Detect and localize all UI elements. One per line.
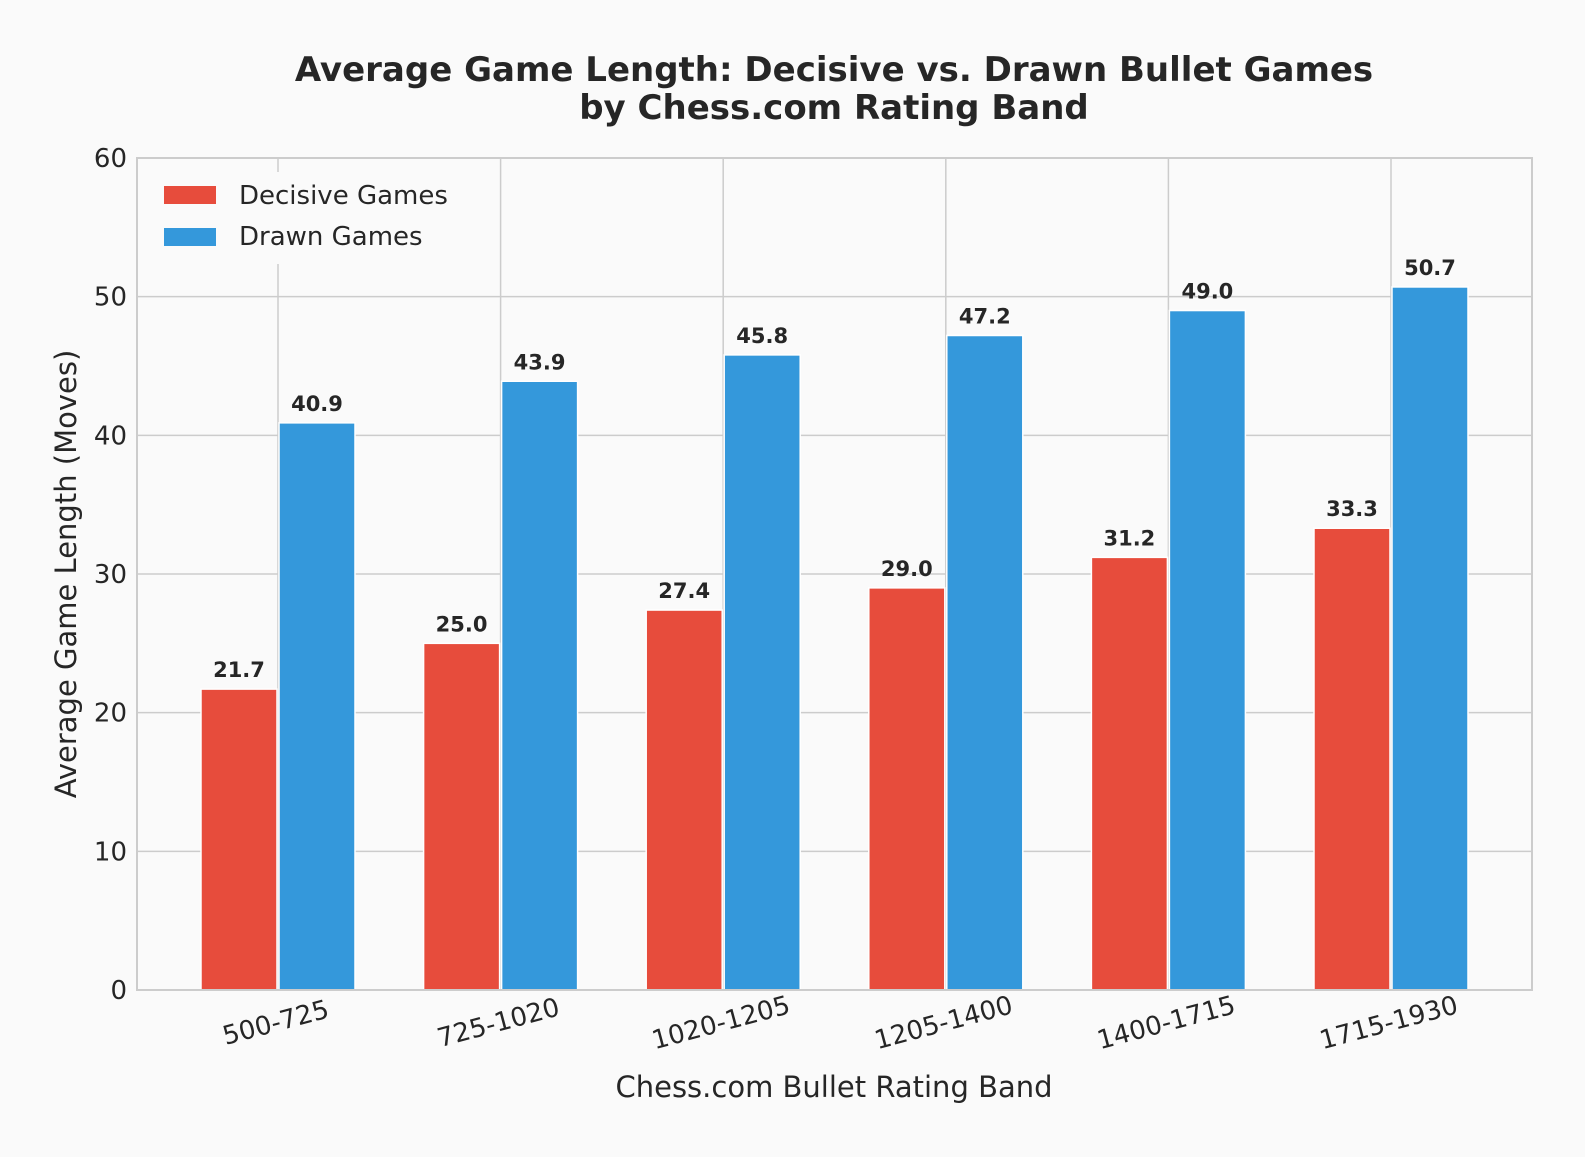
x-axis-label: Chess.com Bullet Rating Band <box>615 1070 1052 1104</box>
y-tick-label: 40 <box>94 421 127 451</box>
data-label-drawn-500-725: 40.9 <box>291 392 343 416</box>
bar-drawn-1400-1715 <box>1168 309 1247 991</box>
y-axis-ticks: 0 10 20 30 40 50 60 <box>94 144 127 1006</box>
bar-drawn-1715-1930 <box>1391 286 1469 991</box>
bar-drawn-725-1020 <box>500 380 579 991</box>
data-label-decisive-1020-1205: 27.4 <box>658 579 710 603</box>
y-tick-label: 0 <box>110 976 127 1006</box>
y-tick-label: 60 <box>94 144 127 174</box>
legend: Decisive Games Drawn Games <box>150 172 466 264</box>
plot-frame <box>136 157 1533 991</box>
data-label-decisive-1400-1715: 31.2 <box>1103 526 1155 550</box>
y-tick-label: 30 <box>94 560 127 590</box>
legend-label-drawn: Drawn Games <box>239 222 423 252</box>
data-label-drawn-725-1020: 43.9 <box>514 350 566 374</box>
legend-label-decisive: Decisive Games <box>239 181 448 211</box>
bar-drawn-1205-1400 <box>946 334 1024 991</box>
data-label-drawn-1715-1930: 50.7 <box>1404 256 1456 280</box>
data-label-drawn-1400-1715: 49.0 <box>1181 280 1233 304</box>
data-label-decisive-500-725: 21.7 <box>213 658 265 682</box>
bar-decisive-725-1020 <box>422 642 501 991</box>
chart-title-line-2: by Chess.com Rating Band <box>579 88 1089 128</box>
bar-decisive-500-725 <box>200 688 278 991</box>
y-tick-label: 20 <box>94 699 127 729</box>
data-label-drawn-1020-1205: 45.8 <box>736 324 788 348</box>
y-tick-label: 50 <box>94 283 127 313</box>
bar-drawn-500-725 <box>278 422 356 991</box>
bar-decisive-1715-1930 <box>1313 527 1391 991</box>
bar-decisive-1205-1400 <box>868 587 946 991</box>
legend-swatch-decisive <box>164 186 216 204</box>
chart-title-line-1: Average Game Length: Decisive vs. Drawn … <box>295 50 1373 90</box>
y-axis-label: Average Game Length (Moves) <box>49 350 83 799</box>
bar-decisive-1020-1205 <box>645 609 723 991</box>
legend-swatch-drawn <box>164 228 216 246</box>
y-tick-label: 10 <box>94 837 127 867</box>
data-label-decisive-725-1020: 25.0 <box>436 612 488 636</box>
bar-decisive-1400-1715 <box>1090 556 1169 991</box>
data-label-decisive-1205-1400: 29.0 <box>881 557 933 581</box>
data-label-drawn-1205-1400: 47.2 <box>959 304 1011 328</box>
data-label-decisive-1715-1930: 33.3 <box>1326 497 1378 521</box>
bar-drawn-1020-1205 <box>723 354 801 991</box>
